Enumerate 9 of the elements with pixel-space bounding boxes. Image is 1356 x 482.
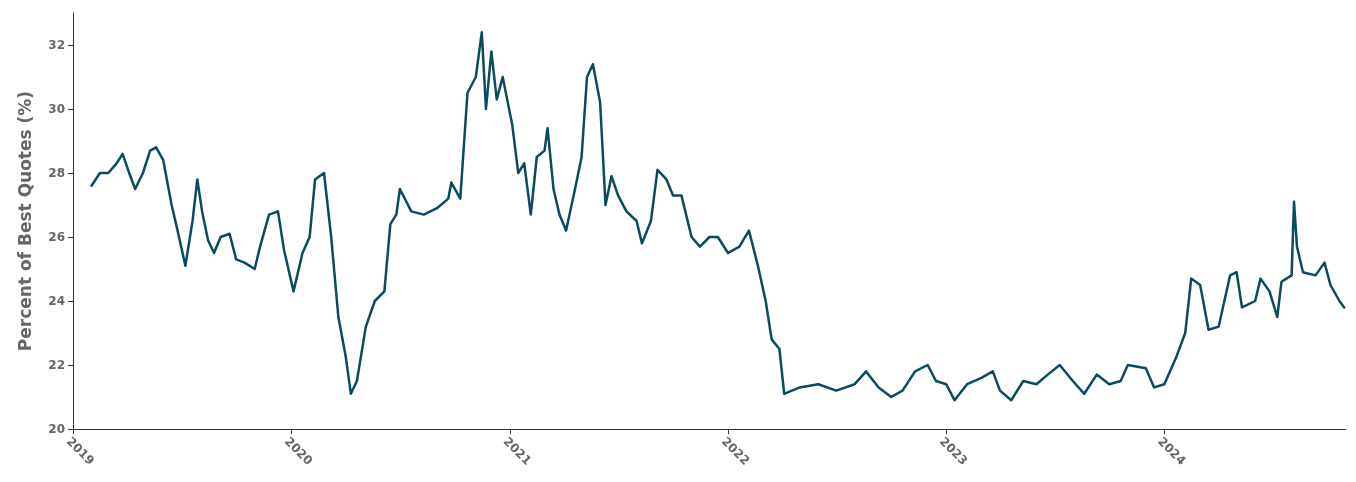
y-tick-label: 22 bbox=[48, 358, 65, 372]
y-tick-label: 24 bbox=[48, 294, 65, 308]
y-tick-label: 28 bbox=[48, 166, 65, 180]
y-tick-label: 32 bbox=[48, 38, 65, 52]
y-tick-label: 26 bbox=[48, 230, 65, 244]
y-tick-label: 20 bbox=[48, 422, 65, 436]
line-series bbox=[90, 30, 1346, 402]
y-tick-label: 30 bbox=[48, 102, 65, 116]
y-axis-title: Percent of Best Quotes (%) bbox=[14, 90, 35, 352]
